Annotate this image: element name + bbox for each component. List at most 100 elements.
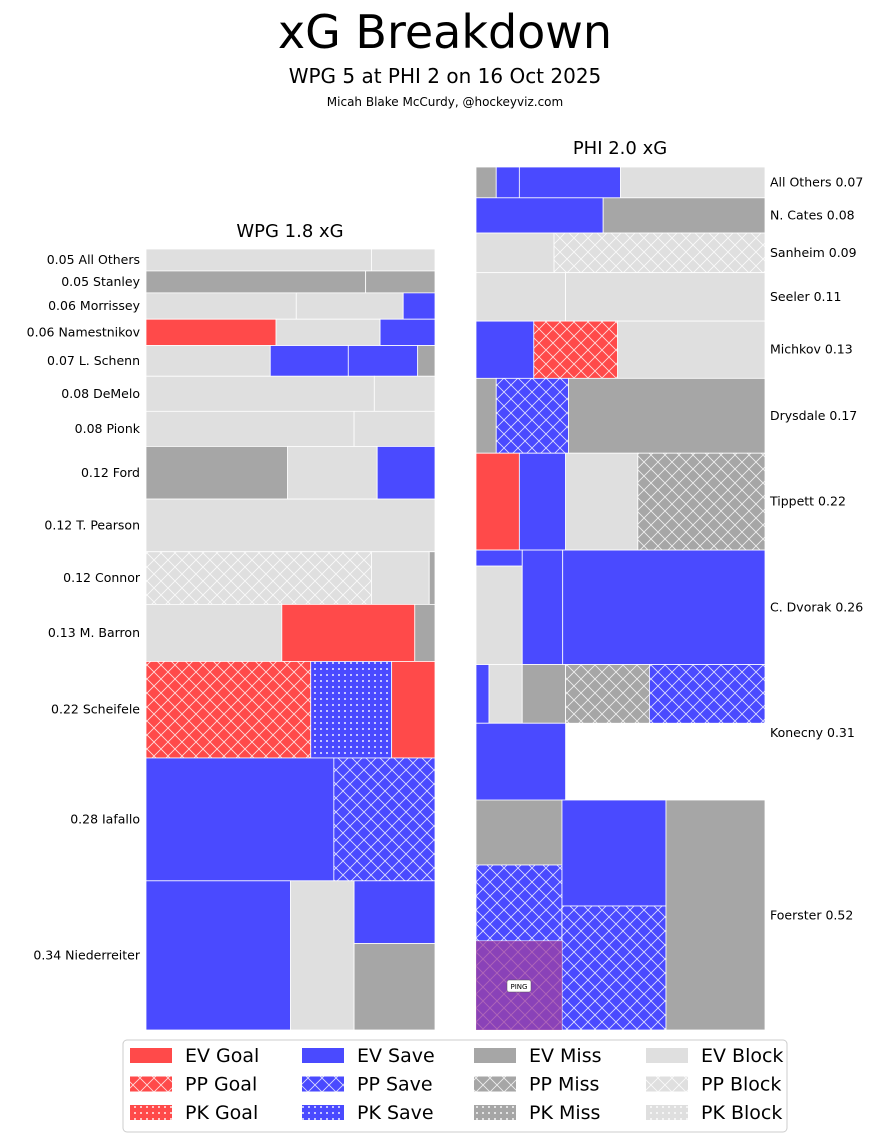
player-label: 0.08 DeMelo: [61, 386, 140, 401]
shot-cell: [561, 905, 667, 1031]
player-row-right-8: Konecny 0.31: [475, 664, 855, 802]
player-label: 0.12 T. Pearson: [44, 517, 140, 532]
shot-cell: [145, 292, 297, 320]
shot-cell: [275, 318, 381, 346]
shot-cell: [310, 661, 393, 759]
legend-item: PP Miss: [474, 1074, 599, 1096]
shot-cell: [665, 799, 766, 1031]
shot-cell: [145, 410, 355, 447]
player-row-right-0: All Others 0.07: [475, 166, 863, 199]
shot-cell: [281, 603, 416, 662]
shot-cell: [620, 166, 766, 199]
player-label: Michkov 0.13: [770, 342, 853, 357]
player-label: C. Dvorak 0.26: [770, 599, 863, 614]
shot-cell: [475, 722, 566, 802]
shot-cell: [391, 661, 436, 759]
legend-swatch: [302, 1048, 344, 1063]
shot-cell: [371, 551, 430, 605]
player-label: All Others 0.07: [770, 174, 863, 189]
team-title-left: WPG 1.8 xG: [236, 221, 343, 242]
shot-cell: [533, 320, 619, 379]
shot-cell: [353, 410, 436, 447]
player-row-right-9: Foerster 0.52: [475, 799, 853, 1031]
legend-swatch: [474, 1048, 516, 1063]
legend-swatch: [130, 1105, 172, 1120]
player-row-left-2: 0.06 Morrissey: [48, 292, 436, 320]
player-row-right-5: Drysdale 0.17: [475, 377, 857, 454]
shot-cell: [402, 292, 436, 320]
player-row-left-8: 0.12 T. Pearson: [44, 498, 436, 553]
chart-credit: Micah Blake McCurdy, @hockeyviz.com: [327, 95, 563, 109]
player-row-left-3: 0.06 Namestnikov: [27, 318, 436, 346]
player-label: 0.28 Iafallo: [70, 811, 140, 826]
player-row-right-1: N. Cates 0.08: [475, 197, 855, 234]
player-row-right-2: Sanheim 0.09: [475, 232, 857, 274]
player-label: Seeler 0.11: [770, 289, 841, 304]
shot-cell: [145, 551, 372, 605]
legend-frame: [122, 1039, 788, 1133]
player-label: Tippett 0.22: [769, 494, 846, 509]
legend-swatch: [474, 1105, 516, 1120]
shot-cell: [562, 549, 766, 665]
shot-cell: [518, 452, 566, 551]
shot-cell: [475, 799, 563, 866]
player-row-left-4: 0.07 L. Schenn: [47, 345, 436, 377]
shot-cell: [379, 318, 436, 346]
shot-cell: [518, 166, 621, 199]
player-row-left-13: 0.34 Niederreiter: [33, 880, 436, 1031]
legend-label: PK Save: [357, 1102, 434, 1124]
player-row-left-10: 0.13 M. Barron: [48, 603, 436, 662]
legend-item: PP Goal: [130, 1074, 257, 1096]
shot-cell: [353, 880, 436, 944]
legend-label: PK Goal: [185, 1102, 258, 1124]
shot-cell: [365, 270, 436, 294]
shot-cell: [414, 603, 436, 662]
phi-treemap: All Others 0.07 N. Cates 0.08 Sanheim 0.09…: [475, 166, 863, 1031]
player-row-right-3: Seeler 0.11: [475, 272, 841, 322]
shot-cell: [145, 603, 283, 662]
player-row-left-5: 0.08 DeMelo: [61, 375, 436, 412]
shot-cell: [145, 345, 271, 377]
legend-swatch: [646, 1076, 688, 1092]
shot-cell: [333, 757, 436, 882]
chart-subtitle: WPG 5 at PHI 2 on 16 Oct 2025: [289, 64, 602, 88]
player-label: 0.13 M. Barron: [48, 625, 140, 640]
shot-cell: [475, 232, 555, 274]
shot-cell: [145, 446, 289, 500]
player-label: 0.06 Namestnikov: [27, 324, 141, 339]
shot-cell: [475, 452, 520, 551]
legend-item: EV Block: [646, 1045, 783, 1067]
shot-cell: [145, 318, 277, 346]
player-label: 0.05 All Others: [47, 252, 140, 267]
shot-cell: [295, 292, 404, 320]
legend-item: PP Save: [302, 1074, 433, 1096]
shot-cell: [371, 248, 436, 272]
shot-cell: [475, 166, 497, 199]
shot-cell: [145, 375, 375, 412]
player-row-left-0: 0.05 All Others: [47, 248, 436, 272]
shot-cell: [145, 248, 372, 272]
player-row-left-11: 0.22 Scheifele: [51, 661, 436, 759]
shot-cell: [565, 452, 639, 551]
player-label: 0.08 Pionk: [75, 421, 141, 436]
shot-cell: [353, 943, 436, 1031]
legend-swatch: [130, 1048, 172, 1063]
shot-cell: [475, 864, 563, 942]
player-row-left-6: 0.08 Pionk: [75, 410, 436, 447]
player-label: Konecny 0.31: [770, 725, 855, 740]
shot-cell: [287, 446, 378, 500]
shot-cell: [373, 375, 436, 412]
legend-item: EV Goal: [130, 1045, 259, 1067]
legend-swatch: [130, 1076, 172, 1092]
legend-swatch: [646, 1105, 688, 1120]
ping-annotation: PING: [476, 941, 562, 1030]
shot-cell: [637, 452, 766, 551]
player-row-right-7: C. Dvorak 0.26: [475, 549, 863, 665]
shot-cell: [475, 320, 535, 379]
legend: EV Goal EV Save EV Miss EV Block PP Goal PP S…: [122, 1039, 788, 1133]
legend-swatch: [474, 1076, 516, 1092]
player-label: 0.06 Morrissey: [48, 298, 140, 313]
legend-item: EV Save: [302, 1045, 435, 1067]
player-label: Foerster 0.52: [770, 908, 853, 923]
